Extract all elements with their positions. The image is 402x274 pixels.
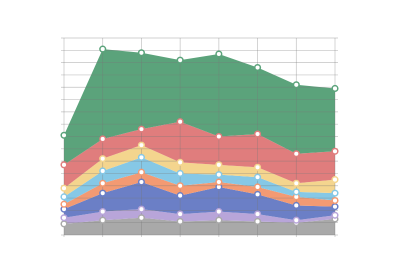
point: [176, 158, 184, 166]
point: [137, 153, 145, 161]
point: [60, 220, 68, 228]
point: [254, 190, 262, 198]
point: [215, 50, 223, 58]
area: [64, 121, 335, 189]
point: [60, 161, 68, 169]
point: [254, 163, 262, 171]
area: [64, 49, 335, 165]
point: [60, 193, 68, 201]
point: [60, 200, 68, 208]
point: [254, 130, 262, 138]
point: [137, 178, 145, 186]
point: [99, 189, 107, 197]
point: [137, 168, 145, 176]
point: [292, 81, 300, 89]
point: [254, 173, 262, 181]
point: [292, 188, 300, 196]
point: [99, 45, 107, 53]
point: [331, 203, 339, 211]
point: [215, 161, 223, 169]
point: [176, 192, 184, 200]
point: [331, 211, 339, 219]
point: [176, 56, 184, 64]
area: [64, 209, 335, 224]
point: [215, 208, 223, 216]
point: [292, 201, 300, 209]
area: [64, 217, 335, 235]
point: [99, 167, 107, 175]
point: [331, 147, 339, 155]
point: [176, 169, 184, 177]
point: [99, 179, 107, 187]
point: [215, 216, 223, 224]
point: [215, 178, 223, 186]
point: [176, 118, 184, 126]
point: [254, 217, 262, 226]
point: [60, 131, 68, 139]
point: [99, 216, 107, 224]
area: [64, 182, 335, 221]
point: [137, 205, 145, 213]
point: [60, 184, 68, 192]
point: [137, 49, 145, 57]
point: [137, 141, 145, 149]
point: [331, 189, 339, 197]
point: [254, 64, 262, 72]
point: [99, 135, 107, 143]
point: [292, 179, 300, 187]
point: [331, 84, 339, 93]
point: [292, 216, 300, 224]
point: [215, 171, 223, 179]
area: [64, 172, 335, 210]
point: [254, 183, 262, 191]
point: [99, 155, 107, 163]
point: [331, 196, 339, 205]
point: [176, 182, 184, 190]
point: [292, 150, 300, 158]
area: [64, 145, 335, 197]
point: [176, 217, 184, 226]
point: [99, 208, 107, 216]
point: [176, 210, 184, 218]
point: [331, 176, 339, 184]
point: [215, 132, 223, 141]
point: [60, 214, 68, 222]
point: [137, 214, 145, 222]
area: [64, 157, 335, 205]
point: [254, 210, 262, 218]
point: [137, 125, 145, 133]
